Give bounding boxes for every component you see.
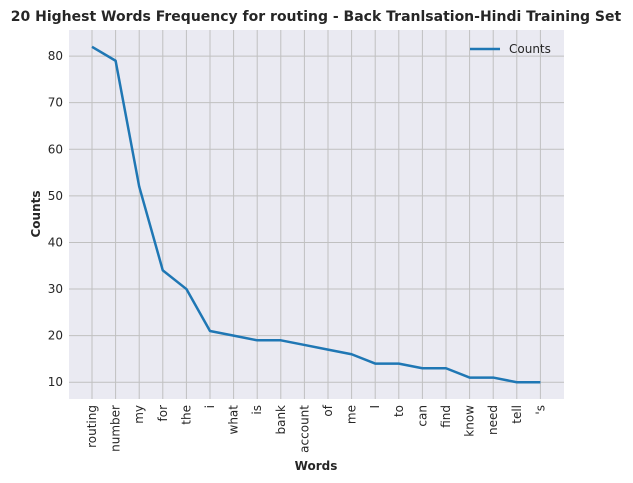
chart-title: 20 Highest Words Frequency for routing -… <box>11 9 622 25</box>
x-axis-ticks: routing number my for the i what is bank account o… <box>85 404 547 453</box>
x-tick-label: my <box>132 405 146 424</box>
y-tick-label: 30 <box>48 282 63 296</box>
legend: Counts <box>470 42 551 56</box>
y-tick-label: 40 <box>48 235 63 249</box>
x-tick-label: tell <box>510 405 524 424</box>
x-tick-label: know <box>463 405 477 437</box>
x-tick-label: i <box>203 405 217 408</box>
y-tick-label: 50 <box>48 189 63 203</box>
y-tick-label: 80 <box>48 49 63 63</box>
x-tick-label: 's <box>533 405 547 415</box>
x-tick-label: of <box>321 404 335 416</box>
grid-lines <box>69 30 564 399</box>
x-tick-label: find <box>439 405 453 428</box>
x-tick-label: is <box>250 405 264 415</box>
x-tick-label: what <box>227 405 241 435</box>
plot-area <box>69 30 564 399</box>
y-axis-ticks: 10 20 30 40 50 60 70 80 <box>48 49 63 389</box>
x-tick-label: for <box>156 405 170 422</box>
series-line-counts <box>91 45 541 384</box>
y-tick-label: 10 <box>48 375 63 389</box>
x-tick-label: to <box>392 405 406 417</box>
legend-label: Counts <box>509 42 551 56</box>
x-tick-label: bank <box>274 405 288 435</box>
y-axis-label: Counts <box>29 190 43 237</box>
x-tick-label: me <box>345 405 359 424</box>
x-axis-label: Words <box>295 459 338 473</box>
y-tick-label: 20 <box>48 329 63 343</box>
series-layer <box>91 45 541 384</box>
x-tick-label: I <box>368 405 382 409</box>
x-tick-label: can <box>415 405 429 427</box>
y-tick-label: 60 <box>48 142 63 156</box>
x-tick-label: need <box>486 405 500 435</box>
x-tick-label: the <box>179 405 193 425</box>
x-tick-label: account <box>297 405 311 453</box>
x-tick-label: number <box>109 405 123 452</box>
y-tick-label: 70 <box>48 96 63 110</box>
x-tick-label: routing <box>85 405 99 448</box>
